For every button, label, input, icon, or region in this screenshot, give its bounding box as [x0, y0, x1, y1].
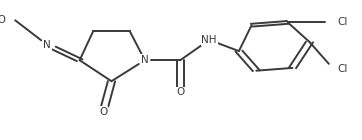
- Text: N: N: [43, 40, 51, 50]
- Text: Cl: Cl: [337, 64, 348, 74]
- Text: N: N: [141, 55, 149, 65]
- Text: O: O: [99, 107, 107, 117]
- Text: NH: NH: [202, 35, 217, 45]
- Text: Cl: Cl: [337, 17, 348, 27]
- Text: HO: HO: [0, 15, 6, 25]
- Text: O: O: [176, 87, 184, 97]
